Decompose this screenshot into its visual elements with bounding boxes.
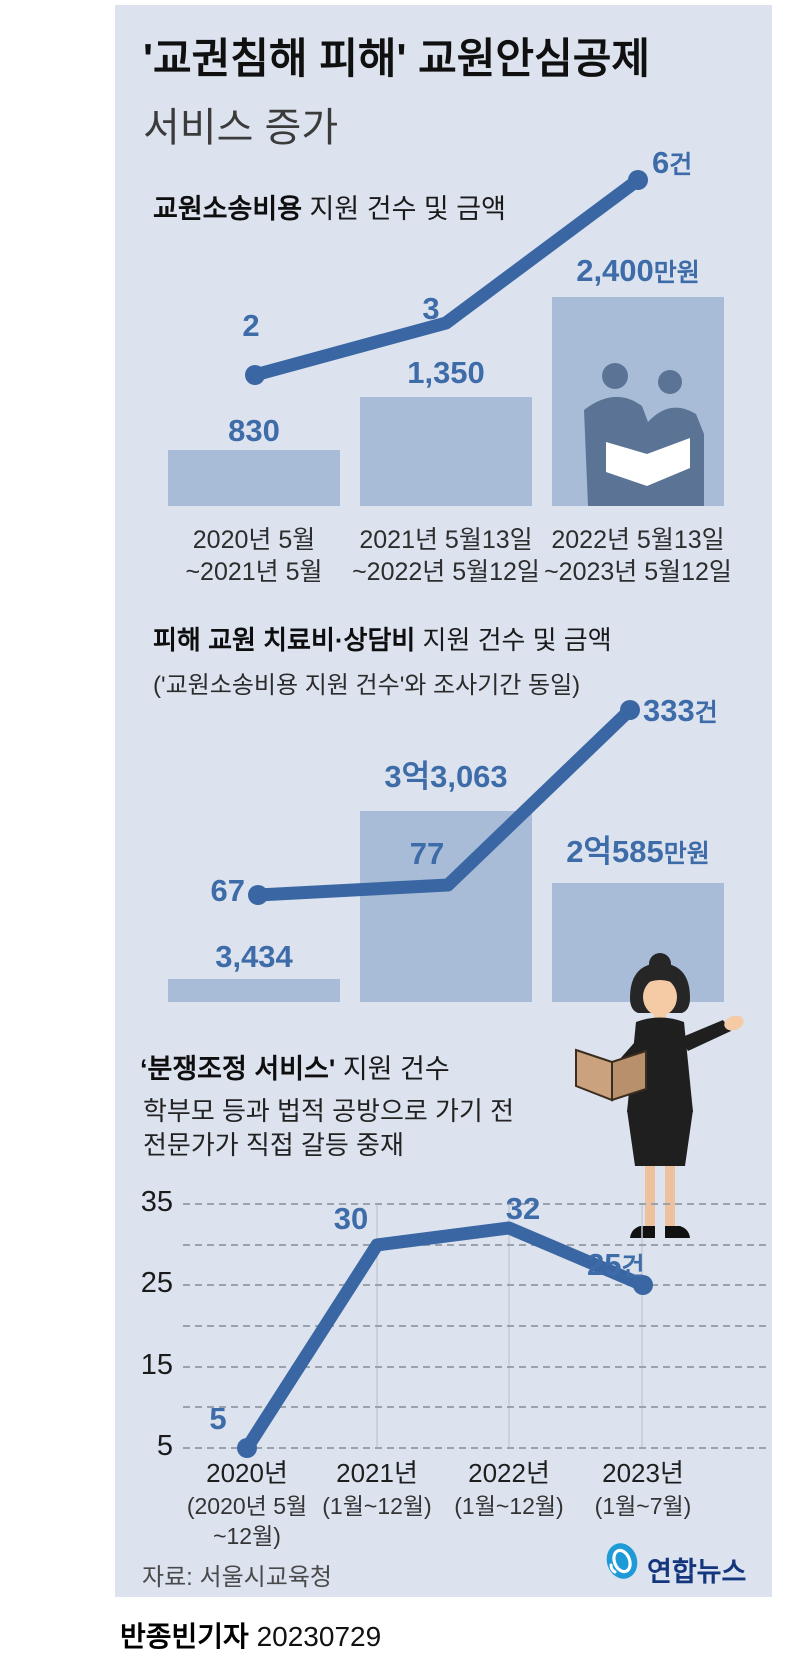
chart3-end-unit: 건 bbox=[621, 1253, 645, 1281]
chart3-ytick-5: 5 bbox=[156, 1430, 173, 1462]
credit-line: 반종빈기자 20230729 bbox=[120, 1615, 381, 1655]
chart3-end-label: 25건 bbox=[587, 1249, 645, 1283]
chart3-ytick-35: 35 bbox=[140, 1186, 173, 1218]
chart3-xlabel-2022-line2: (1월~12월) bbox=[454, 1493, 564, 1519]
page-title: '교권침해 피해' 교원안심공제 bbox=[143, 35, 650, 82]
chart3-ytick-15: 15 bbox=[140, 1349, 173, 1381]
chart3-xlabel-2022-line1: 2022년 bbox=[468, 1458, 550, 1488]
chart3-title-bold: ‘분쟁조정 서비스' bbox=[140, 1054, 336, 1084]
chart1-end-value: 6 bbox=[652, 145, 670, 180]
chart1-bar3-value: 2,400 bbox=[576, 253, 654, 288]
chart1-xlabel-2: 2021년 5월13일 ~2022년 5월12일 bbox=[352, 524, 540, 588]
chart3-xlabel-2021-line1: 2021년 bbox=[336, 1458, 418, 1488]
chart3-desc-line2: 전문가가 직접 갈등 중재 bbox=[143, 1130, 404, 1160]
chart3-title: ‘분쟁조정 서비스' 지원 건수 bbox=[140, 1047, 450, 1086]
chart2-title: 피해 교원 치료비·상담비 지원 건수 및 금액 bbox=[153, 620, 612, 657]
source-label: 자료: 서울시교육청 bbox=[142, 1564, 332, 1591]
chart3-end-value: 25 bbox=[587, 1247, 622, 1282]
chart1-xlabel-1-line1: 2020년 5월 bbox=[192, 526, 316, 554]
chart3-xlabel-2020-line1: 2020년 bbox=[206, 1458, 288, 1488]
chart1-bar1-label: 830 bbox=[228, 413, 280, 448]
chart2-point2-label: 77 bbox=[409, 836, 445, 871]
chart1-bar-2021 bbox=[360, 397, 532, 506]
chart3-xlabel-2021-line2: (1월~12월) bbox=[322, 1493, 432, 1519]
reporter-name: 반종빈기자 bbox=[120, 1621, 249, 1652]
chart3-xlabel-2023-line1: 2023년 bbox=[602, 1458, 684, 1488]
chart1-xlabel-1-line2: ~2021년 5월 bbox=[185, 558, 323, 586]
chart3-point2-label: 30 bbox=[333, 1201, 369, 1236]
chart1-bar2-label: 1,350 bbox=[407, 355, 485, 390]
chart3-plot bbox=[183, 1203, 767, 1458]
chart1-bar-2020 bbox=[168, 450, 340, 506]
chart2-end-unit: 건 bbox=[694, 699, 718, 727]
chart2-bar-2021 bbox=[360, 811, 532, 1002]
chart1-bar3-label: 2,400만원 bbox=[576, 255, 700, 289]
chart2-title-bold: 피해 교원 치료비·상담비 bbox=[153, 625, 416, 655]
chart3-xlabel-2023-line2: (1월~7월) bbox=[594, 1493, 692, 1519]
chart1-title-bold: 교원소송비용 bbox=[153, 194, 303, 224]
chart3-xlabel-2022: 2022년 (1월~12월) bbox=[454, 1460, 563, 1518]
infographic-panel: '교권침해 피해' 교원안심공제 서비스 증가 교원소송비용 지원 건수 및 금… bbox=[115, 5, 772, 1597]
chart3-title-rest: 지원 건수 bbox=[335, 1054, 450, 1084]
yonhap-logo-icon bbox=[606, 1543, 638, 1579]
chart2-bar2-label: 3억3,063 bbox=[384, 759, 508, 794]
yonhap-logo bbox=[603, 1541, 641, 1581]
chart3-point1-label: 5 bbox=[209, 1401, 227, 1436]
chart1-title-rest: 지원 건수 및 금액 bbox=[302, 194, 506, 224]
chart2-title-rest: 지원 건수 및 금액 bbox=[415, 625, 612, 655]
chart3-xlabel-2020-line2: (2020년 5월 bbox=[186, 1493, 308, 1519]
chart1-line bbox=[245, 170, 648, 385]
chart2-line bbox=[248, 700, 640, 905]
chart1-xlabel-2-line1: 2021년 5월13일 bbox=[359, 526, 533, 554]
chart1-xlabel-3: 2022년 5월13일 ~2023년 5월12일 bbox=[544, 524, 732, 588]
chart1-xlabel-3-line1: 2022년 5월13일 bbox=[551, 526, 725, 554]
chart2-end-label: 333건 bbox=[643, 695, 718, 729]
chart3-ytick-25: 25 bbox=[140, 1267, 173, 1299]
chart2-subtitle: ('교원소송비용 지원 건수'와 조사기간 동일) bbox=[153, 672, 581, 699]
chart1-xlabel-2-line2: ~2022년 5월12일 bbox=[352, 558, 540, 586]
chart1-end-label: 6건 bbox=[652, 147, 692, 181]
chart3-xlabel-2023: 2023년 (1월~7월) bbox=[595, 1460, 692, 1518]
chart1-title: 교원소송비용 지원 건수 및 금액 bbox=[153, 187, 506, 226]
chart2-bar3-unit: 만원 bbox=[663, 840, 710, 868]
chart2-bar3-label: 2억585만원 bbox=[566, 836, 710, 870]
chart3-point3-label: 32 bbox=[505, 1191, 541, 1226]
chart2-end-value: 333 bbox=[643, 693, 695, 728]
chart1-end-unit: 건 bbox=[669, 151, 693, 179]
chart3-xlabel-2021: 2021년 (1월~12월) bbox=[322, 1460, 431, 1518]
page-subtitle: 서비스 증가 bbox=[143, 106, 339, 150]
chart2-bar1-label: 3,434 bbox=[215, 939, 293, 974]
credit-date: 20230729 bbox=[256, 1621, 382, 1652]
teacher-illustration bbox=[575, 953, 744, 1238]
chart2-bar3-value: 2억585 bbox=[566, 834, 664, 869]
two-teachers-silhouette-illustration bbox=[584, 363, 704, 506]
chart1-bar3-unit: 만원 bbox=[653, 259, 700, 287]
chart1-point2-label: 3 bbox=[422, 291, 440, 326]
chart2-point1-label: 67 bbox=[210, 873, 245, 908]
chart3-xlabel-2020-line3: ~12월) bbox=[213, 1523, 281, 1549]
chart1-xlabel-3-line2: ~2023년 5월12일 bbox=[544, 558, 732, 586]
chart1-xlabel-1: 2020년 5월 ~2021년 5월 bbox=[185, 524, 322, 588]
chart3-desc-line1: 학부모 등과 법적 공방으로 가기 전 bbox=[143, 1096, 514, 1126]
chart3-xlabel-2020: 2020년 (2020년 5월 ~12월) bbox=[187, 1460, 307, 1548]
yonhap-logo-text: 연합뉴스 bbox=[647, 1557, 747, 1587]
chart2-bar-2020 bbox=[168, 979, 340, 1002]
chart1-point1-label: 2 bbox=[242, 308, 260, 343]
